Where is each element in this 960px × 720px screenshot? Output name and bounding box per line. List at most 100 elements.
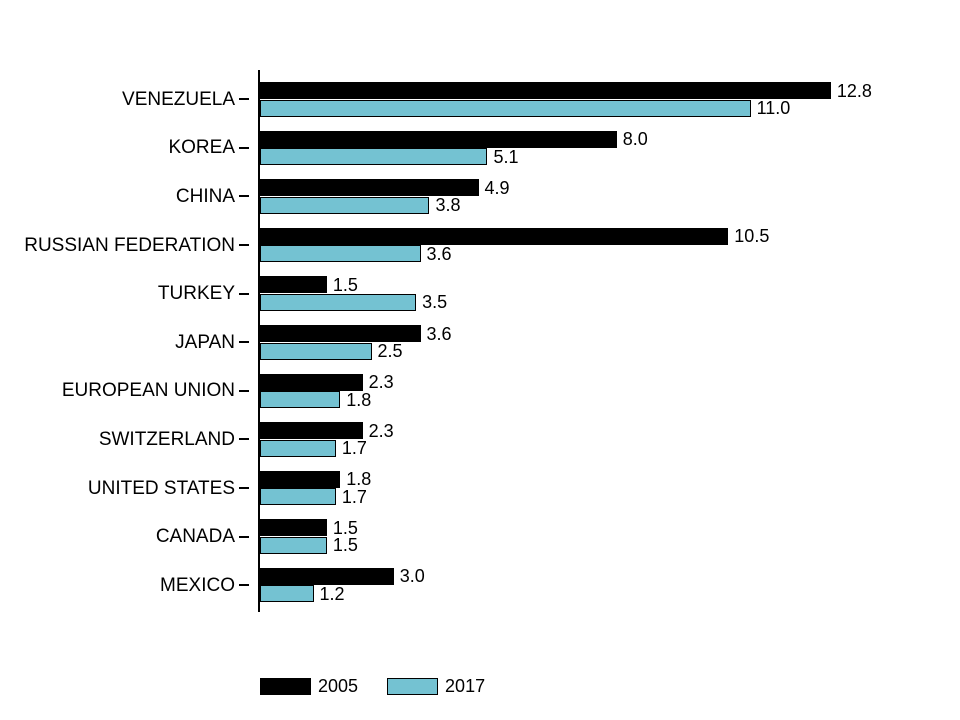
bar-value-label: 2.3: [368, 420, 394, 441]
bar-value-label: 3.6: [426, 243, 452, 264]
bar-line: 3.8: [260, 196, 510, 214]
category-label: SWITZERLAND: [98, 428, 235, 450]
bar-value-label: 10.5: [734, 226, 770, 247]
bar-value-label: 1.5: [332, 517, 358, 538]
bar-value-label: 3.8: [435, 195, 461, 216]
legend-label-2017: 2017: [445, 676, 486, 696]
legend-label-2005: 2005: [318, 676, 359, 696]
bar-2017-korea: [260, 148, 488, 166]
chart-row: RUSSIAN FEDERATION 10.5 3.6: [0, 221, 960, 270]
axis-tick-mark: [239, 487, 249, 490]
bar-line: 8.0: [260, 130, 648, 148]
bar-value-label: 2.3: [368, 372, 394, 393]
bar-line: 12.8: [260, 82, 872, 100]
axis-tick-mark: [239, 195, 249, 198]
bar-value-label: 1.5: [332, 535, 358, 556]
bar-2017-canada: [260, 536, 327, 554]
axis-tick-mark: [239, 438, 249, 441]
axis-tick-mark: [239, 389, 249, 392]
category-label: RUSSIAN FEDERATION: [24, 234, 235, 256]
chart-row: UNITED STATES 1.8 1.7: [0, 464, 960, 513]
axis-tick-mark: [239, 244, 249, 247]
bar-2005-turkey: [260, 276, 327, 294]
axis-tick-mark: [239, 292, 249, 295]
legend-swatch-2017: [387, 677, 439, 695]
bar-group: 2.3 1.8: [260, 373, 394, 409]
legend-swatch-2005: [260, 677, 311, 695]
bar-chart: VENEZUELA 12.8 11.0 KOREA 8.0 5.1 CHINA 4.9 3.8 R…: [0, 75, 960, 610]
y-axis-line: [258, 70, 260, 612]
bar-group: 3.6 2.5: [260, 325, 452, 360]
bar-2005-canada: [260, 519, 327, 537]
chart-row: KOREA 8.0 5.1: [0, 124, 960, 173]
bar-value-label: 5.1: [493, 146, 519, 167]
bar-2005-russian-federation: [260, 227, 729, 245]
bar-2005-japan: [260, 325, 421, 343]
bar-2017-european-union: [260, 391, 341, 409]
bar-line: 1.5: [260, 535, 358, 556]
bar-2005-venezuela: [260, 82, 831, 100]
bar-line: 11.0: [260, 99, 872, 117]
category-label: VENEZUELA: [122, 88, 235, 110]
bar-value-label: 3.0: [399, 566, 425, 587]
chart-row: EUROPEAN UNION 2.3 1.8: [0, 367, 960, 416]
bar-line: 1.2: [260, 585, 425, 603]
bar-line: 1.5: [260, 276, 447, 294]
bar-value-label: 11.0: [756, 98, 791, 119]
bar-value-label: 1.7: [341, 486, 367, 507]
chart-row: TURKEY 1.5 3.5: [0, 269, 960, 318]
bar-line: 3.6: [260, 245, 769, 263]
axis-tick-mark: [239, 584, 249, 587]
bar-2017-switzerland: [260, 439, 336, 457]
category-label: JAPAN: [175, 331, 235, 353]
bar-line: 3.5: [260, 292, 448, 313]
bar-value-label: 3.5: [422, 292, 448, 313]
bar-group: 1.5 1.5: [260, 519, 358, 554]
bar-2017-mexico: [260, 585, 314, 603]
bar-2017-russian-federation: [260, 245, 421, 263]
bar-value-label: 1.7: [341, 438, 367, 459]
bar-value-label: 12.8: [836, 80, 872, 101]
bar-2005-korea: [260, 130, 617, 148]
bar-2017-venezuela: [260, 99, 751, 117]
category-label: CHINA: [175, 185, 235, 207]
bar-group: 2.3 1.7: [260, 422, 394, 457]
chart-row: CANADA 1.5 1.5: [0, 512, 960, 561]
bar-line: 4.9: [260, 179, 510, 197]
category-label: UNITED STATES: [87, 477, 235, 499]
bar-value-label: 1.8: [346, 469, 372, 490]
bar-value-label: 1.8: [346, 389, 372, 410]
chart-legend: 2005 2017: [260, 677, 485, 695]
bar-value-label: 1.5: [332, 274, 358, 295]
bar-value-label: 3.6: [426, 323, 452, 344]
category-label: KOREA: [168, 137, 235, 159]
axis-tick-mark: [239, 98, 249, 101]
axis-tick-mark: [239, 535, 249, 538]
bar-value-label: 4.9: [484, 177, 510, 198]
bar-group: 12.8 11.0: [260, 82, 872, 117]
bar-group: 3.0 1.2: [260, 566, 425, 603]
bar-2005-united-states: [260, 470, 341, 488]
bar-2017-china: [260, 196, 430, 214]
bar-group: 4.9 3.8: [260, 179, 510, 214]
category-label: EUROPEAN UNION: [61, 380, 235, 402]
bar-2005-switzerland: [260, 422, 363, 440]
bar-line: 2.3: [260, 373, 394, 391]
axis-tick-mark: [239, 341, 249, 344]
bar-2017-turkey: [260, 293, 417, 311]
bar-group: 1.8 1.7: [260, 469, 372, 506]
bar-line: 3.0: [260, 566, 425, 587]
bar-line: 3.6: [260, 325, 452, 343]
bar-2005-european-union: [260, 373, 363, 391]
category-label: MEXICO: [160, 574, 235, 596]
chart-row: MEXICO 3.0 1.2: [0, 561, 960, 610]
chart-row: VENEZUELA 12.8 11.0: [0, 75, 960, 124]
chart-row: JAPAN 3.6 2.5: [0, 318, 960, 367]
bar-value-label: 2.5: [377, 341, 403, 362]
bar-line: 2.3: [260, 422, 394, 440]
axis-tick-mark: [239, 146, 249, 149]
bar-group: 8.0 5.1: [260, 130, 648, 167]
bar-line: 1.7: [260, 488, 371, 506]
bar-line: 1.8: [260, 391, 394, 409]
chart-row: CHINA 4.9 3.8: [0, 172, 960, 221]
